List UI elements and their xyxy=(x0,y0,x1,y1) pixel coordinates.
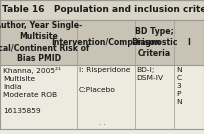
Text: Intervention/Comparison: Intervention/Comparison xyxy=(51,38,160,47)
Bar xyxy=(0,20,204,65)
Text: Author, Year Single-
Multisite
Local/Continent Risk of
Bias PMID: Author, Year Single- Multisite Local/Con… xyxy=(0,21,89,63)
Text: Table 16   Population and inclusion criteria for studies of ris: Table 16 Population and inclusion criter… xyxy=(2,5,204,14)
Text: · ·: · · xyxy=(99,122,105,128)
Text: I: Risperidone

C:Placebo: I: Risperidone C:Placebo xyxy=(79,67,130,93)
Text: BD Type;
Diagnostic
Criteria: BD Type; Diagnostic Criteria xyxy=(131,27,178,58)
Text: N
C
3
P
N: N C 3 P N xyxy=(176,67,182,105)
Text: BD-I;
DSM-IV: BD-I; DSM-IV xyxy=(137,67,164,81)
Text: I: I xyxy=(187,38,190,47)
Bar xyxy=(0,65,204,129)
Bar xyxy=(0,0,204,20)
Text: Khanna, 2005²¹
Multisite
India
Moderate ROB

16135859: Khanna, 2005²¹ Multisite India Moderate … xyxy=(3,67,61,114)
